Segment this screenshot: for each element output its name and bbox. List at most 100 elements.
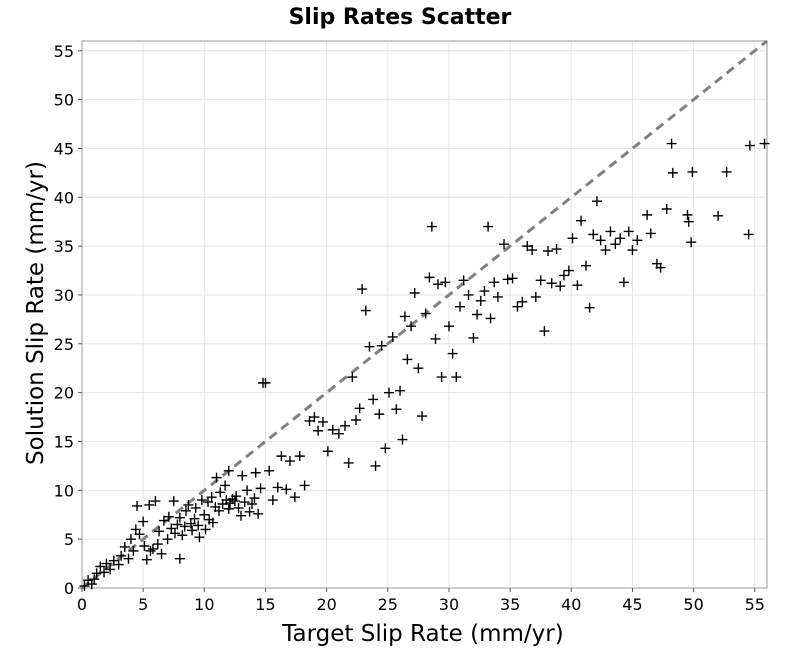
data-point	[527, 245, 538, 256]
data-point	[391, 404, 402, 415]
x-tick-label: 25	[378, 595, 398, 614]
data-point	[610, 239, 621, 250]
data-point	[440, 277, 451, 288]
data-point	[281, 484, 292, 495]
data-point	[584, 302, 595, 313]
data-point	[399, 311, 410, 322]
data-point	[284, 456, 295, 467]
data-point	[264, 465, 275, 476]
data-point	[128, 545, 139, 556]
data-point	[313, 425, 324, 436]
data-point	[272, 482, 283, 493]
data-point	[645, 228, 656, 239]
data-point	[169, 528, 180, 539]
x-tick-label: 40	[561, 595, 581, 614]
data-point	[183, 499, 194, 510]
data-point	[200, 524, 211, 535]
data-point	[364, 341, 375, 352]
data-point	[214, 505, 224, 516]
x-tick-label: 0	[77, 595, 87, 614]
data-point	[327, 424, 338, 435]
data-point	[180, 505, 191, 516]
data-point	[223, 465, 234, 476]
data-point	[687, 166, 698, 177]
data-point	[618, 277, 629, 288]
data-point	[517, 296, 528, 307]
data-point	[380, 443, 391, 454]
data-point	[420, 308, 431, 319]
data-point	[177, 530, 188, 541]
data-point	[499, 239, 510, 250]
data-point	[627, 245, 638, 256]
data-point	[190, 502, 201, 513]
data-point	[189, 513, 200, 524]
data-point	[374, 409, 385, 420]
data-point	[237, 470, 248, 481]
data-point	[154, 526, 165, 537]
data-point	[661, 204, 672, 215]
data-points	[79, 138, 770, 592]
data-point	[215, 487, 226, 498]
data-point	[588, 229, 599, 240]
data-point	[489, 277, 500, 288]
data-point	[339, 420, 350, 431]
data-point	[591, 196, 602, 207]
data-point	[713, 210, 724, 221]
data-point	[168, 496, 179, 507]
data-point	[144, 499, 155, 510]
data-point	[347, 372, 358, 383]
x-tick-label: 15	[255, 595, 275, 614]
x-tick-label: 45	[622, 595, 642, 614]
data-point	[267, 495, 278, 506]
y-tick-label: 25	[54, 335, 74, 354]
data-point	[655, 262, 666, 273]
data-point	[667, 167, 678, 178]
data-point	[376, 340, 387, 351]
data-point	[632, 235, 643, 246]
data-point	[354, 403, 365, 414]
data-point	[211, 472, 222, 483]
x-axis-label: Target Slip Rate (mm/yr)	[281, 621, 563, 647]
data-point	[384, 387, 395, 398]
data-point	[162, 534, 173, 545]
y-tick-label: 5	[64, 530, 74, 549]
data-point	[134, 529, 145, 540]
data-point	[276, 451, 287, 462]
data-point	[642, 209, 653, 220]
data-point	[105, 564, 116, 575]
data-point	[387, 331, 398, 342]
data-point	[430, 333, 441, 344]
data-point	[458, 275, 469, 286]
data-point	[502, 274, 513, 285]
data-point	[623, 226, 634, 237]
data-point	[174, 512, 185, 523]
plot-frame	[81, 40, 768, 589]
data-point	[242, 485, 253, 496]
data-point	[139, 540, 150, 551]
axis-ticks: 0 5 10 15 20 25 30 35 40 45 50 55 0 5 10 15 20 25 30 35 40 45…	[54, 42, 765, 614]
x-tick-label: 10	[194, 595, 214, 614]
data-point	[147, 543, 158, 554]
y-tick-label: 0	[64, 579, 74, 598]
data-point	[683, 216, 694, 227]
data-point	[447, 348, 458, 359]
reference-line-y-equals-x	[81, 39, 768, 590]
data-point	[343, 457, 354, 468]
x-tick-label: 30	[439, 595, 459, 614]
data-point	[351, 414, 361, 425]
data-point	[468, 332, 479, 343]
data-point	[113, 559, 124, 570]
data-point	[682, 209, 693, 220]
data-point	[95, 561, 106, 572]
data-point	[250, 467, 261, 478]
y-tick-label: 30	[54, 286, 74, 305]
data-point	[558, 270, 569, 281]
data-point	[260, 377, 271, 388]
data-point	[580, 260, 591, 271]
data-point	[395, 385, 406, 396]
data-point	[759, 138, 770, 149]
data-point	[443, 321, 454, 332]
data-point	[239, 497, 250, 508]
data-point	[79, 581, 90, 592]
